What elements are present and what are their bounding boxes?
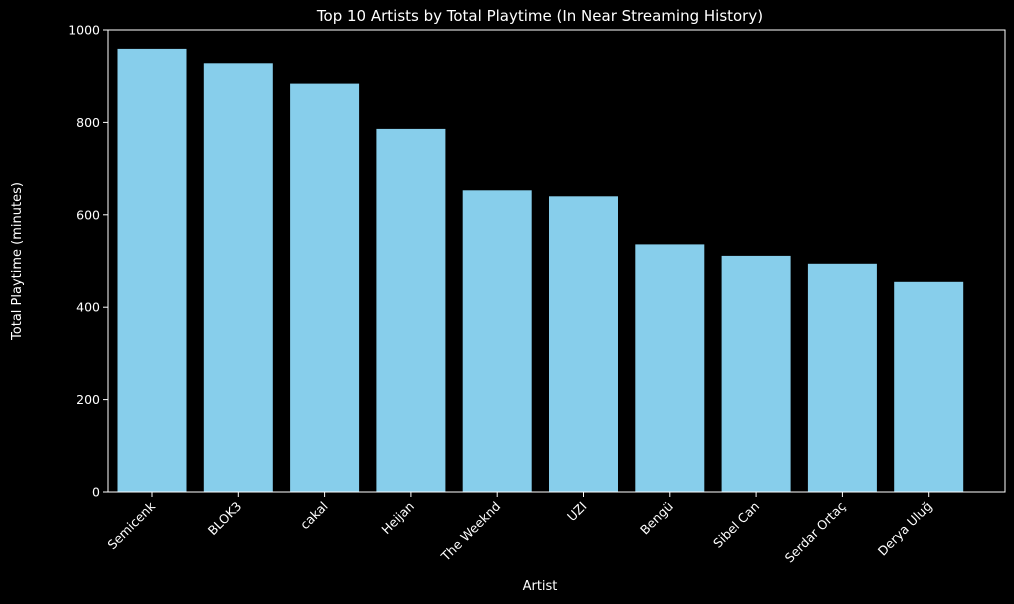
y-tick-label: 400 [76,300,100,315]
y-axis: 0 200 400 600 800 1000 [68,23,108,500]
bar-4 [462,190,532,493]
y-tick-label: 200 [76,392,100,407]
bar-0 [117,48,187,493]
bar-5 [549,196,618,493]
chart-title: Top 10 Artists by Total Playtime (In Nea… [316,7,763,25]
bar-6 [635,244,705,492]
plot-area-frame [107,29,1006,493]
bar-2 [290,83,360,492]
bar-3 [376,128,446,492]
bar-8 [807,263,877,492]
y-tick-label: 1000 [68,23,100,38]
y-tick-label: 0 [92,485,100,500]
bars-group [117,48,964,493]
bar-1 [203,63,273,493]
bar-7 [721,255,791,492]
x-axis-label: Artist [523,579,558,594]
y-axis-label: Total Playtime (minutes) [10,182,25,341]
y-tick-label: 800 [76,115,100,130]
bar-9 [894,281,964,492]
y-tick-label: 600 [76,207,100,222]
